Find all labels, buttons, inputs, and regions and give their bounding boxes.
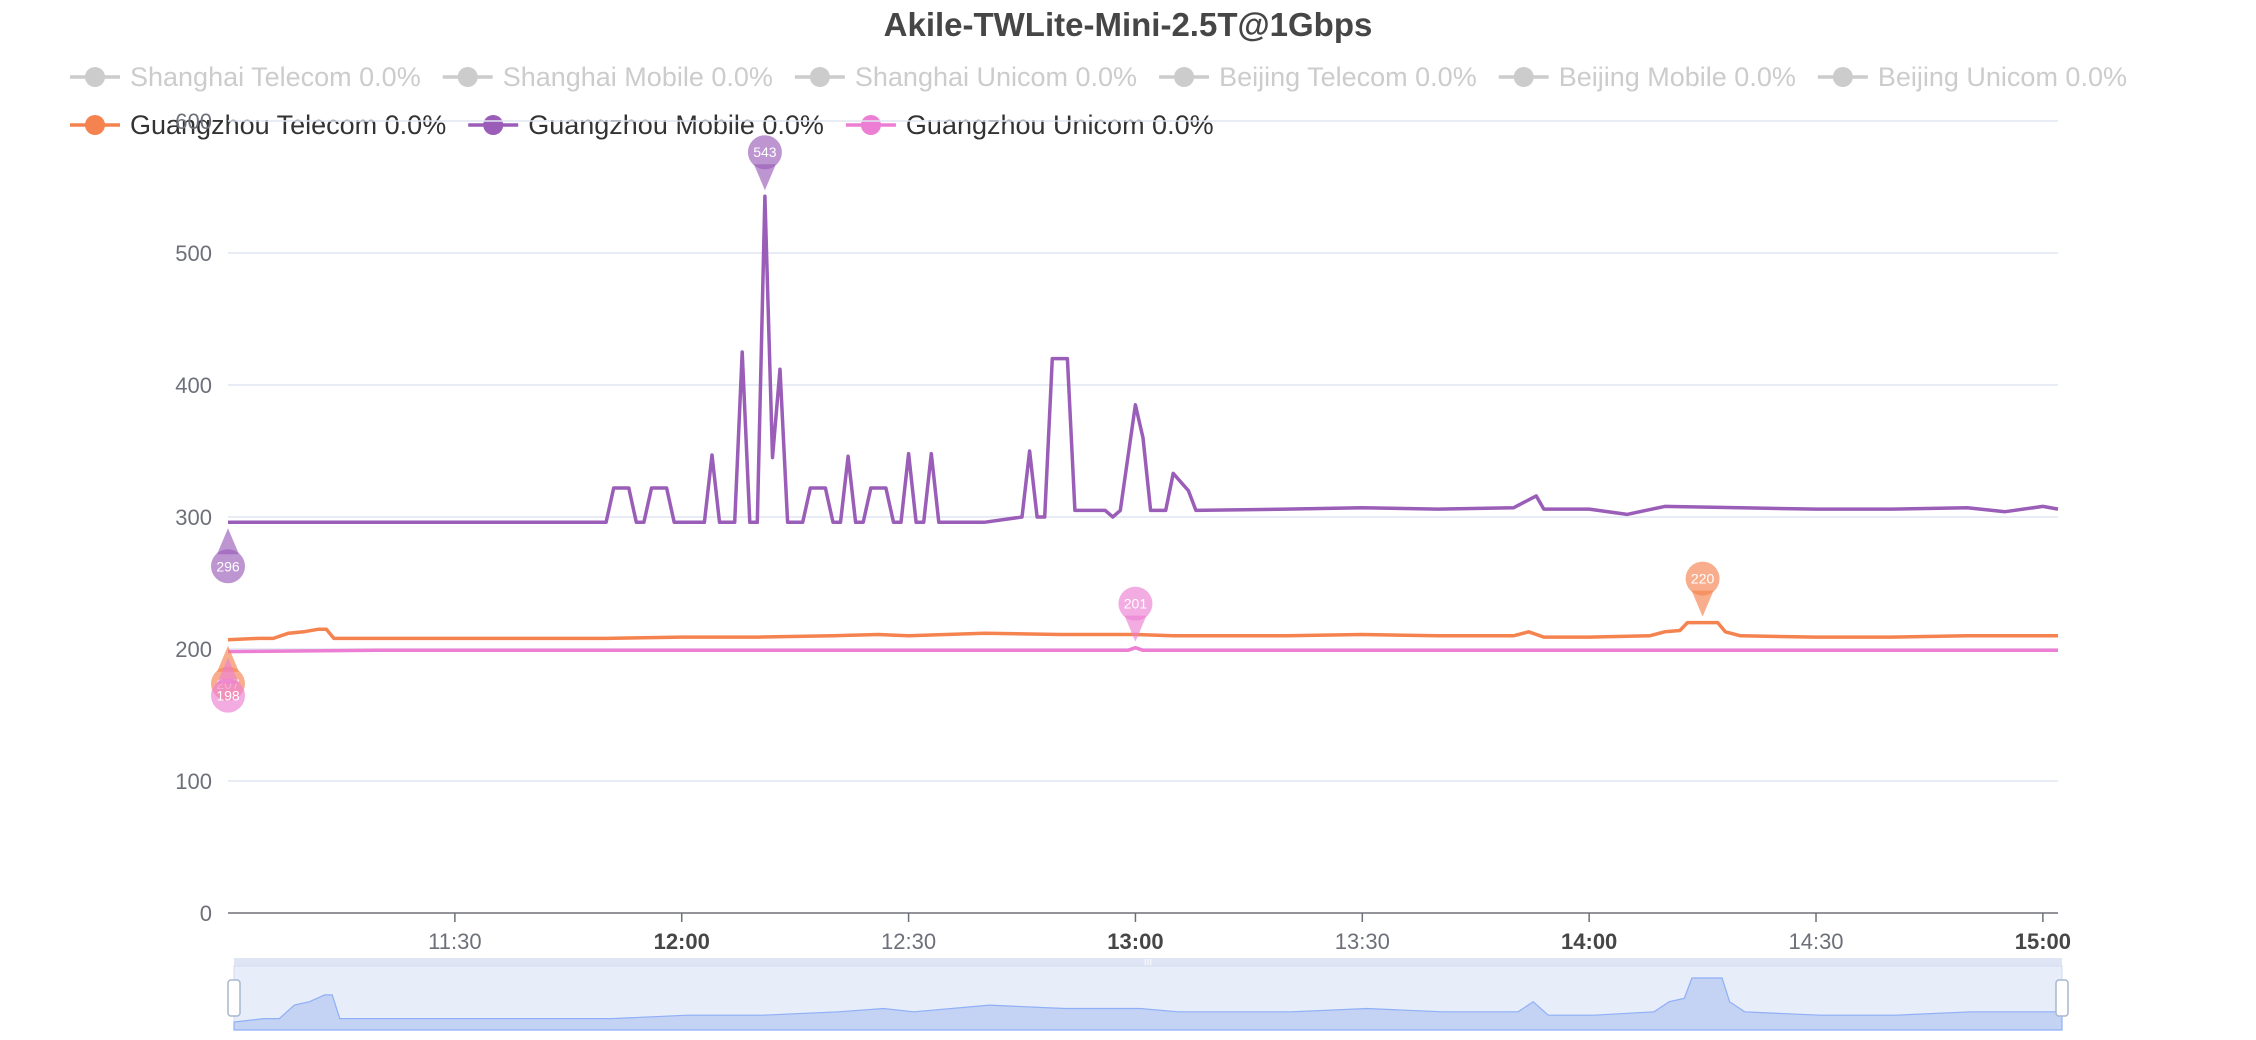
y-tick-label: 600 (175, 109, 212, 134)
markpoint-label: 201 (1124, 596, 1148, 612)
legend-dot-icon (85, 115, 105, 135)
legend-label: Beijing Telecom 0.0% (1219, 62, 1477, 92)
series-line (228, 194, 2059, 525)
markpoint-label: 543 (753, 144, 777, 160)
zoom-handle-right[interactable] (2055, 979, 2069, 1017)
x-tick-label: 13:30 (1335, 929, 1390, 954)
legend-dot-icon (860, 115, 881, 135)
markpoint-pin: 220 (1685, 561, 1720, 617)
y-axis: 0 100 200 300 400 500 600 (175, 109, 212, 926)
markpoint-pin: 198 (211, 657, 245, 713)
legend-label: Shanghai Telecom 0.0% (130, 62, 421, 92)
legend-item[interactable]: Shanghai Mobile 0.0% (442, 62, 773, 92)
legend-label: Beijing Unicom 0.0% (1878, 62, 2127, 92)
legend-dot-icon (1832, 67, 1853, 87)
markpoint-pin: 543 (747, 135, 782, 191)
zoom-handle-left[interactable] (227, 979, 241, 1017)
markpoint-bubble (747, 135, 782, 170)
legend-item[interactable]: Shanghai Telecom 0.0% (70, 62, 421, 92)
markpoints: 207220296543198201 (211, 135, 1720, 713)
markpoint-bubble (211, 678, 245, 713)
x-tick-label: 14:30 (1788, 929, 1843, 954)
plot-area (227, 194, 2059, 654)
legend-label: Beijing Mobile 0.0% (1559, 62, 1796, 92)
legend-item[interactable]: Beijing Unicom 0.0% (1817, 62, 2127, 92)
legend-label: Shanghai Unicom 0.0% (855, 62, 1137, 92)
legend-item[interactable]: Guangzhou Telecom 0.0% (70, 110, 446, 140)
markpoint-pin: 296 (211, 528, 245, 584)
y-tick-label: 300 (175, 505, 212, 530)
x-tick-label: 15:00 (2015, 929, 2071, 954)
markpoint-label: 198 (216, 688, 240, 704)
x-tick-label: 12:30 (881, 929, 936, 954)
markpoint-label: 296 (216, 558, 240, 574)
x-tick-label: 14:00 (1561, 929, 1617, 954)
legend-dot-icon (1174, 67, 1195, 87)
markpoint-bubble (1685, 561, 1720, 596)
legend-item[interactable]: Beijing Mobile 0.0% (1498, 62, 1796, 92)
x-tick-label: 11:30 (428, 929, 481, 954)
markpoint-tail (1691, 590, 1714, 617)
markpoint-tail (217, 528, 239, 555)
y-tick-label: 400 (175, 373, 212, 398)
legend-dot-icon (1513, 67, 1534, 87)
y-tick-label: 200 (175, 637, 212, 662)
legend-item[interactable]: Beijing Telecom 0.0% (1159, 62, 1477, 92)
markpoint-tail (217, 657, 239, 684)
legend-item[interactable]: Guangzhou Unicom 0.0% (845, 110, 1214, 140)
zoom-move-bar[interactable] (234, 958, 2062, 968)
x-tick-label: 13:00 (1107, 929, 1163, 954)
y-tick-label: 100 (175, 769, 212, 794)
legend-label: Guangzhou Telecom 0.0% (130, 110, 446, 140)
legend-dot-icon (809, 67, 830, 87)
legend-dot-icon (483, 115, 504, 135)
legend-dot-icon (457, 67, 478, 87)
markpoint-bubble (1118, 586, 1153, 621)
legend-label: Shanghai Mobile 0.0% (503, 62, 773, 92)
markpoint-tail (753, 164, 776, 191)
data-zoom-slider[interactable]: ||| (227, 958, 2069, 1031)
zoom-preview-area (233, 977, 2063, 1031)
x-tick-label: 12:00 (654, 929, 710, 954)
markpoint-bubble (211, 549, 245, 584)
markpoint-pin: 201 (1118, 586, 1153, 642)
legend: Shanghai Telecom 0.0% Shanghai Mobile 0.0… (70, 62, 2127, 140)
series-line (227, 645, 2058, 654)
chart-title: Akile-TWLite-Mini-2.5T@1Gbps (884, 6, 1373, 43)
x-axis: 11:30 12:00 12:30 13:00 13:30 14:00 14:30 15:00 (228, 912, 2071, 954)
legend-item[interactable]: Guangzhou Mobile 0.0% (468, 110, 824, 140)
legend-item[interactable]: Shanghai Unicom 0.0% (794, 62, 1137, 92)
y-tick-label: 500 (175, 241, 212, 266)
legend-label: Guangzhou Unicom 0.0% (906, 110, 1214, 140)
markpoint-label: 220 (1691, 571, 1715, 587)
markpoint-tail (1124, 615, 1147, 642)
zoom-grip-icon[interactable]: ||| (1144, 958, 1153, 970)
y-tick-label: 0 (200, 901, 212, 926)
series-line (227, 620, 2058, 642)
legend-label: Guangzhou Mobile 0.0% (528, 110, 824, 140)
legend-dot-icon (85, 67, 105, 87)
